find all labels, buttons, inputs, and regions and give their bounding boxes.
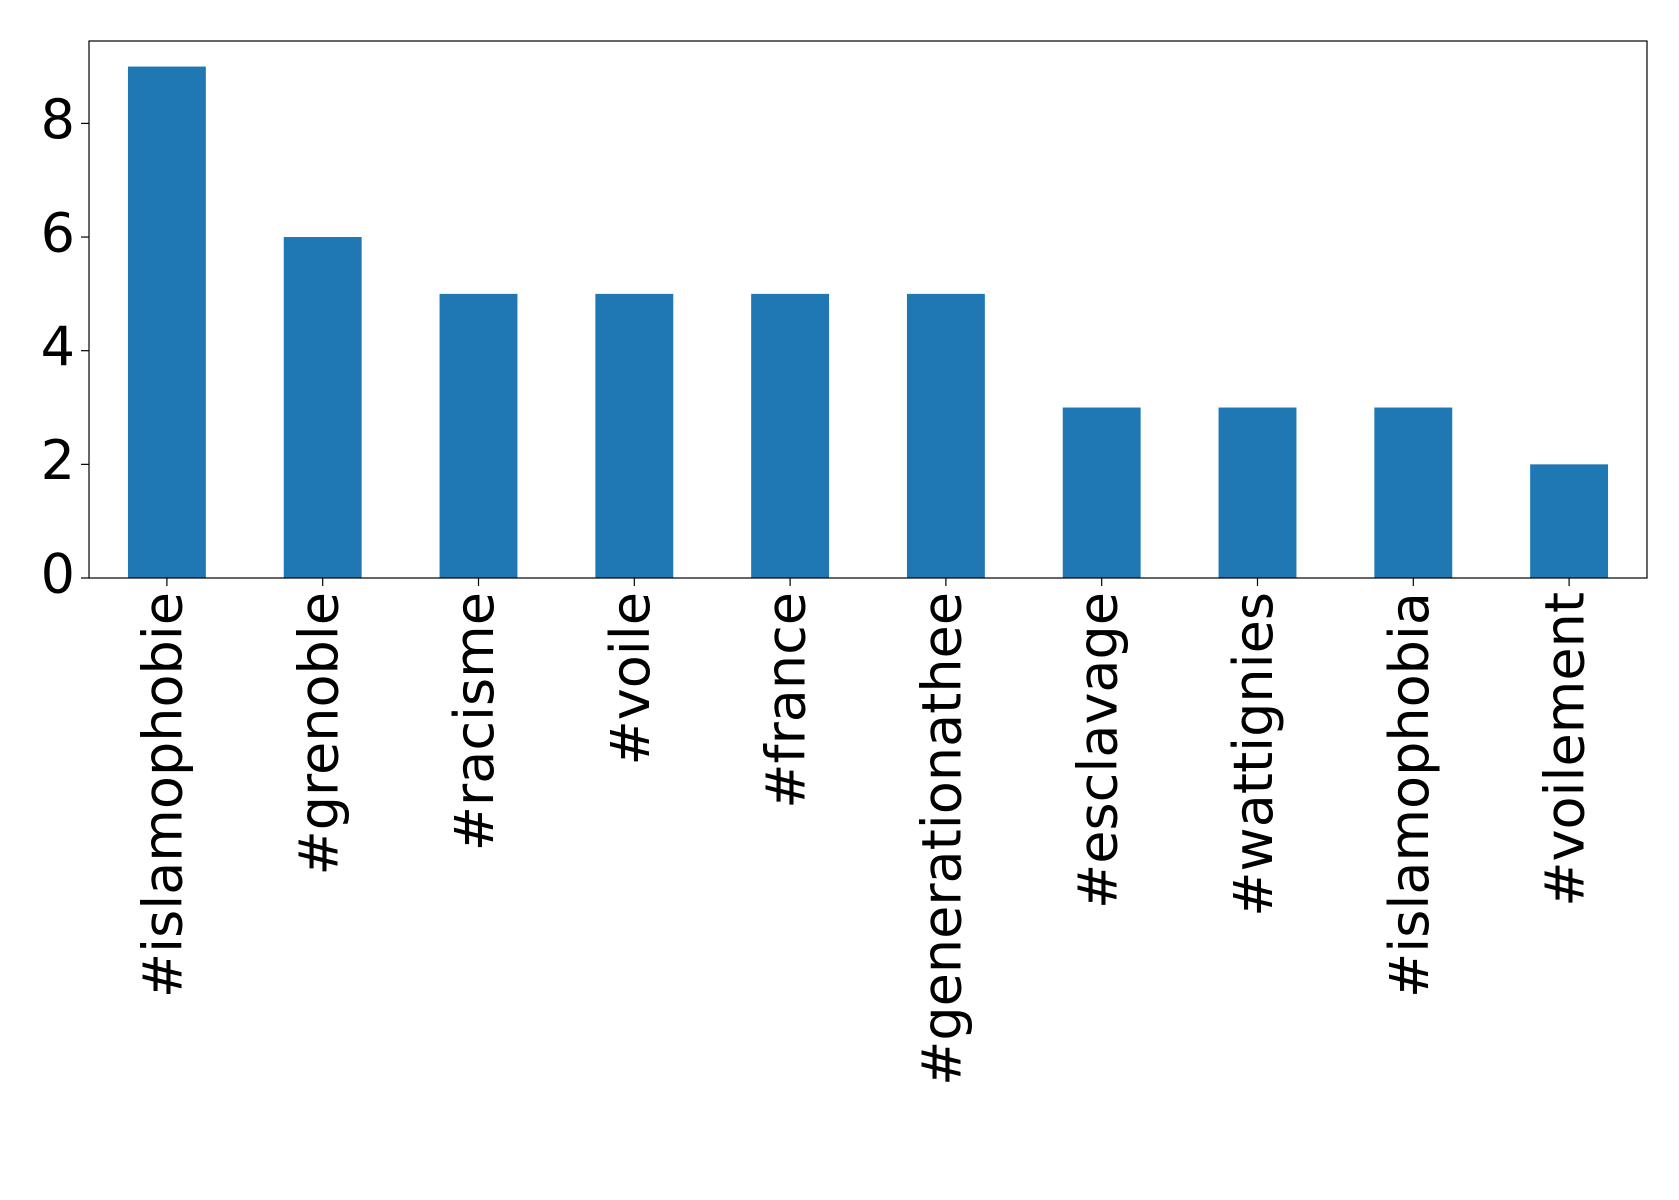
y-tick-label: 0: [41, 543, 75, 606]
x-tick-label: #voilement: [1534, 592, 1597, 907]
bar: [1374, 407, 1453, 578]
bar: [439, 293, 518, 578]
bar: [595, 293, 674, 578]
bar: [1530, 464, 1609, 578]
x-tick-label: #esclavage: [1066, 592, 1129, 909]
y-tick-label: 8: [41, 88, 75, 151]
bar: [127, 66, 206, 579]
x-tick-label: #voile: [599, 592, 662, 765]
bar: [283, 237, 362, 579]
x-tick-label: #wattignies: [1222, 592, 1285, 917]
y-tick-label: 2: [41, 429, 75, 492]
bar: [906, 293, 985, 578]
y-tick-label: 4: [41, 315, 75, 378]
bar: [1062, 407, 1141, 578]
plot-frame: [88, 40, 1648, 579]
x-tick-label: #generationathee: [911, 592, 974, 1086]
x-tick-label: #racisme: [443, 592, 506, 851]
x-tick-label: #france: [755, 592, 818, 809]
x-tick-label: #islamophobia: [1378, 592, 1441, 998]
x-tick-label: #islamophobie: [132, 592, 195, 998]
bar: [751, 293, 830, 578]
y-tick-label: 6: [41, 202, 75, 265]
bar: [1218, 407, 1297, 578]
x-tick-label: #grenoble: [287, 592, 350, 876]
